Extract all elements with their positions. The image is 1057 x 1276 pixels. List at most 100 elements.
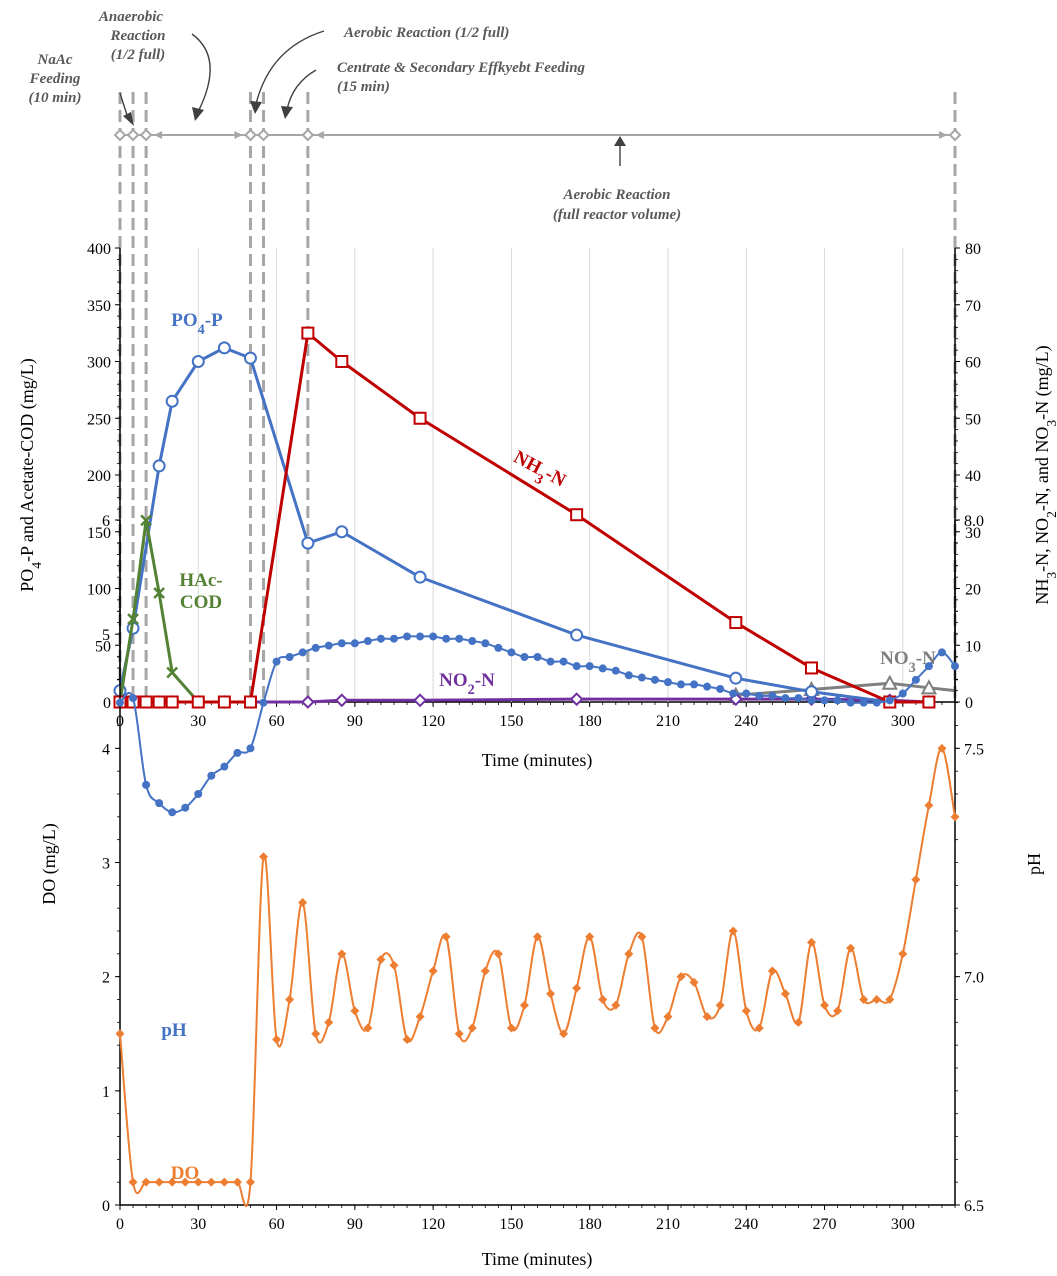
- data-point-po4-p: [165, 394, 179, 408]
- data-point-ph: [233, 748, 242, 757]
- data-point-do: [715, 1000, 725, 1010]
- data-point-ph: [611, 666, 620, 675]
- timeline-arrowhead: [939, 131, 947, 139]
- chart1-y-tick-label: 50: [95, 638, 111, 655]
- chart2-y2-tick-label: 7.0: [964, 970, 984, 987]
- data-point-do: [128, 1177, 138, 1187]
- data-point-do: [206, 1177, 216, 1187]
- data-point-po4-p: [570, 628, 584, 642]
- chart2-y-tick-label: 4: [102, 741, 110, 758]
- data-point-do: [389, 960, 399, 970]
- data-point-do: [611, 1000, 621, 1010]
- data-point-ph: [429, 632, 438, 641]
- phase-boundary-marker: [948, 128, 962, 142]
- chart1-x-tick-label: 120: [421, 713, 445, 730]
- chart1-y2-tick-label: 80: [965, 241, 981, 258]
- data-point-ph: [168, 808, 177, 817]
- phase-boundary-marker: [301, 128, 315, 142]
- data-point-ph: [859, 698, 868, 707]
- data-point-ph: [807, 696, 816, 705]
- chart2-plot: 0 30 60 90 120 150 180 210 240 270 30001234566.57.…: [102, 513, 984, 1233]
- data-point-ph: [298, 648, 307, 657]
- data-point-ph: [481, 639, 490, 648]
- chart1-plot: 0 30 60 90 120 150 180 210 240 270 300 0 50 100 150 200…: [87, 241, 981, 730]
- aerobic-half-arrowhead: [250, 101, 262, 114]
- data-point-do: [167, 1177, 177, 1187]
- data-point-nh3-n: [335, 355, 349, 368]
- chart2-y-tick-label: 5: [102, 627, 110, 644]
- chart2-x-tick-label: 270: [813, 1216, 837, 1233]
- data-point-do: [689, 977, 699, 987]
- chart1-x-tick-label: 300: [891, 713, 915, 730]
- data-point-do: [480, 966, 490, 976]
- data-point-ph: [546, 657, 555, 666]
- data-point-ph: [494, 643, 503, 652]
- phase-boundary-marker: [113, 128, 127, 142]
- chart2-y-tick-label: 2: [102, 970, 110, 987]
- data-point-ph: [442, 634, 451, 643]
- chart2-y-tick-label: 6: [102, 513, 110, 530]
- chart2-x-tick-label: 30: [190, 1216, 206, 1233]
- data-point-no2-n: [569, 692, 584, 707]
- data-point-do: [702, 1012, 712, 1022]
- data-point-do: [767, 966, 777, 976]
- data-point-ph: [794, 694, 803, 703]
- data-point-nh3-n: [139, 695, 153, 709]
- hac-label: HAc-COD: [179, 570, 222, 613]
- data-point-ph: [585, 662, 594, 671]
- chart1-y-tick-label: 250: [87, 411, 111, 428]
- data-point-do: [663, 1012, 673, 1022]
- data-point-no2-n: [334, 693, 349, 708]
- data-point-hac-cod: [166, 666, 179, 679]
- data-point-ph: [872, 698, 881, 707]
- data-point-ph: [468, 637, 477, 646]
- data-point-ph: [220, 762, 229, 771]
- data-point-hac-cod: [127, 613, 139, 626]
- data-point-do: [259, 852, 269, 862]
- data-point-do: [154, 1177, 164, 1187]
- chart1-x-tick-label: 150: [499, 713, 523, 730]
- data-point-do: [872, 995, 882, 1004]
- data-point-ph: [259, 698, 268, 707]
- anaerobic-arrow: [191, 33, 211, 113]
- data-point-do: [833, 1006, 843, 1016]
- data-point-ph: [663, 678, 672, 687]
- data-point-do: [428, 966, 438, 976]
- chart1-y-tick-label: 200: [87, 468, 111, 485]
- data-point-do: [324, 1017, 334, 1027]
- data-point-no3-n: [920, 679, 938, 695]
- chart1-xlabel: Time (minutes): [482, 750, 593, 771]
- data-point-ph: [246, 744, 255, 753]
- data-point-do: [637, 932, 647, 942]
- phase-naac-line1: NaAc: [37, 52, 73, 68]
- data-point-do: [911, 875, 921, 885]
- data-point-ph: [142, 780, 151, 789]
- chart1-ylabel: PO4-P and Acetate-COD (mg/L): [17, 358, 44, 592]
- chart1-y-tick-label: 400: [87, 241, 111, 258]
- data-point-ph: [363, 637, 372, 646]
- phase-anaerobic-line3: (1/2 full): [111, 47, 166, 63]
- data-point-ph: [311, 643, 320, 652]
- data-point-do: [572, 983, 582, 993]
- data-point-ph: [937, 648, 946, 657]
- data-point-do: [806, 937, 816, 947]
- data-point-do: [232, 1177, 242, 1187]
- data-point-do: [311, 1029, 321, 1039]
- data-point-nh3-n: [413, 411, 427, 425]
- phase-boundary-marker: [257, 128, 270, 142]
- data-point-nh3-n: [152, 695, 166, 709]
- timeline-arrowhead: [154, 131, 163, 139]
- data-point-ph: [781, 694, 790, 703]
- data-point-ph: [116, 698, 124, 707]
- data-point-ph: [690, 680, 699, 689]
- chart2-x-tick-label: 240: [734, 1216, 758, 1233]
- data-point-ph: [559, 657, 568, 666]
- phase-aerobic-half: Aerobic Reaction (1/2 full): [343, 25, 509, 41]
- chart2-xlabel: Time (minutes): [482, 1249, 593, 1270]
- phase-timeline: [113, 92, 962, 702]
- data-point-ph: [350, 639, 359, 648]
- series-line-nh3-n: [120, 331, 929, 704]
- chart2-ylabel: DO (mg/L): [39, 823, 60, 904]
- chart1-y-tick-label: 100: [87, 582, 111, 599]
